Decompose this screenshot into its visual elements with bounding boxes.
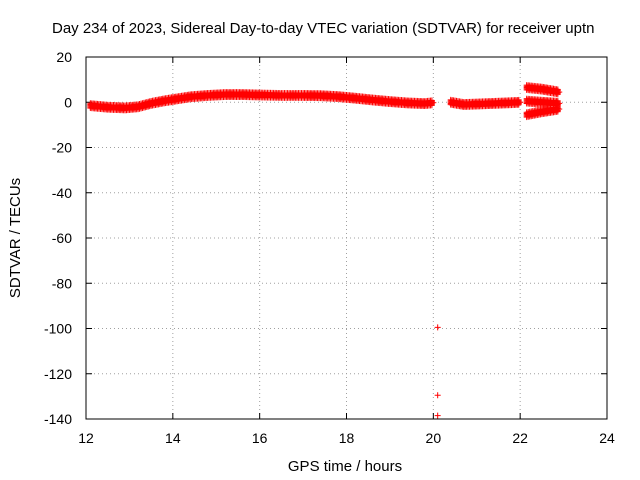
y-tick-label: 20	[56, 49, 72, 65]
outlier-point	[434, 324, 441, 331]
y-tick-label: -140	[44, 411, 72, 427]
y-tick-label: -60	[52, 230, 72, 246]
data-point	[428, 102, 435, 109]
y-tick-label: 0	[64, 94, 72, 110]
series-upper-branch	[523, 82, 563, 98]
series-lower-branch	[523, 103, 563, 121]
y-tick-label: -100	[44, 321, 72, 337]
data-point	[554, 108, 561, 115]
plot-frame	[85, 56, 608, 420]
data-point	[517, 99, 524, 106]
x-tick-label: 12	[78, 430, 94, 446]
data-points	[87, 82, 563, 419]
data-point	[556, 106, 563, 113]
outlier-point	[434, 412, 441, 419]
outlier-point	[434, 392, 441, 399]
y-axis-label: SDTVAR / TECUs	[7, 178, 24, 298]
axis-ticks: 12 14 16 18 20 22 24 20 0 -20 -40 -60 -80 -100 -120 -14…	[44, 49, 615, 446]
x-tick-label: 22	[512, 430, 528, 446]
data-point	[430, 99, 437, 106]
y-tick-label: -40	[52, 185, 72, 201]
x-tick-label: 20	[426, 430, 442, 446]
x-tick-label: 18	[339, 430, 355, 446]
data-point	[556, 89, 563, 96]
series-main-trend	[87, 89, 437, 114]
x-tick-label: 16	[252, 430, 268, 446]
y-tick-label: -80	[52, 275, 72, 291]
data-point	[556, 100, 563, 107]
x-tick-label: 24	[599, 430, 615, 446]
chart-title: Day 234 of 2023, Sidereal Day-to-day VTE…	[52, 20, 594, 37]
y-tick-label: -20	[52, 140, 72, 156]
x-tick-label: 14	[165, 430, 181, 446]
x-axis-label: GPS time / hours	[288, 458, 402, 475]
series-after-gap	[447, 96, 524, 110]
series-outliers	[434, 324, 441, 419]
y-tick-label: -120	[44, 366, 72, 382]
